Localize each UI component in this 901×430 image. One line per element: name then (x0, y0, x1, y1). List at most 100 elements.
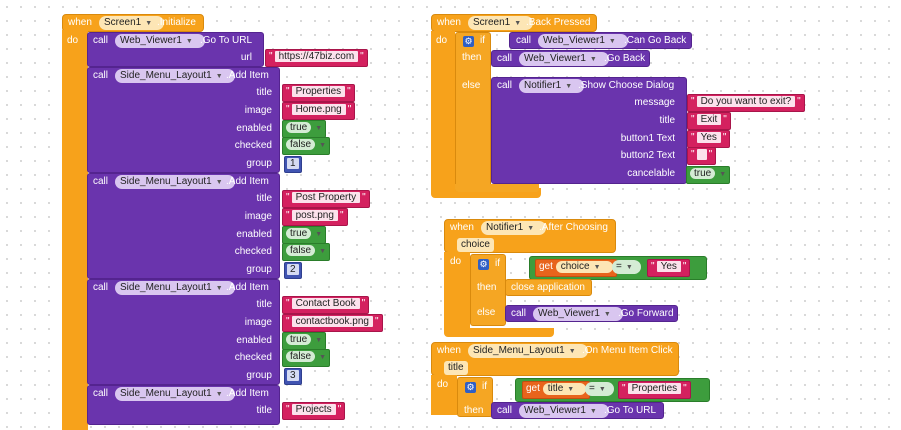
if-block[interactable]: ⚙ if then else (470, 254, 506, 326)
text-block-title[interactable]: " Exit " (687, 112, 731, 130)
chevron-down-icon: ▼ (315, 231, 323, 238)
text-block-title[interactable]: " Post Property " (282, 190, 370, 208)
number-group[interactable]: 3 (284, 368, 302, 385)
goto-url-call[interactable]: call Web_Viewer1 ▼ .Go To URL (491, 402, 664, 419)
do-column (444, 252, 470, 336)
text-block-title[interactable]: " Projects " (282, 402, 346, 420)
can-go-back-call[interactable]: call Web_Viewer1 ▼ .Can Go Back (509, 32, 692, 49)
if-keyword: if (495, 258, 500, 269)
do-keyword: do (436, 35, 448, 46)
param-label-group: group (246, 264, 272, 275)
get-variable-block[interactable]: get choice ▼ (535, 259, 617, 277)
chevron-down-icon: ▼ (567, 386, 575, 393)
chevron-down-icon: ▼ (527, 225, 535, 232)
text-block-title[interactable]: " Properties " (282, 84, 355, 102)
gear-icon[interactable]: ⚙ (478, 259, 489, 270)
add-item-call[interactable]: call Side_Menu_Layout1 ▼ .Add Item title (87, 385, 280, 425)
component-dropdown[interactable]: Side_Menu_Layout1 ▼ (115, 69, 235, 83)
method-name: .Add Item (226, 70, 269, 81)
number-group[interactable]: 1 (284, 156, 302, 173)
text-block-image[interactable]: " Home.png " (282, 102, 356, 120)
call-keyword: call (93, 70, 109, 81)
component-dropdown[interactable]: Screen1 ▼ (468, 16, 534, 30)
param-label-button1-text: button1 Text (620, 133, 675, 144)
operator-dropdown[interactable]: = ▼ (612, 260, 641, 274)
add-item-call[interactable]: call Side_Menu_Layout1 ▼ .Add Item title … (87, 279, 280, 385)
when-keyword: when (450, 222, 474, 233)
method-name: .Go To URL (604, 405, 657, 416)
boolean-cancelable[interactable]: true ▼ (686, 166, 731, 184)
text-block-compare[interactable]: " Yes " (647, 259, 691, 277)
add-item-call[interactable]: call Side_Menu_Layout1 ▼ .Add Item title … (87, 173, 280, 279)
component-dropdown[interactable]: Side_Menu_Layout1 ▼ (468, 344, 588, 358)
call-keyword: call (497, 405, 513, 416)
if-block[interactable]: ⚙ if then (457, 377, 493, 417)
call-keyword: call (497, 53, 513, 64)
add-item-call[interactable]: call Side_Menu_Layout1 ▼ .Add Item title … (87, 67, 280, 173)
event-name: .After Choosing (539, 222, 608, 233)
event-name: .Initialize (157, 17, 196, 28)
boolean-enabled[interactable]: true ▼ (282, 120, 327, 138)
text-block-button1[interactable]: " Yes " (687, 130, 731, 148)
component-dropdown[interactable]: Side_Menu_Layout1 ▼ (115, 281, 235, 295)
if-block[interactable]: ⚙ if then else (455, 32, 491, 192)
component-dropdown[interactable]: Notifier1 ▼ (519, 79, 585, 93)
boolean-enabled[interactable]: true ▼ (282, 226, 327, 244)
boolean-checked[interactable]: false ▼ (282, 137, 331, 155)
get-keyword: get (539, 261, 553, 272)
text-block-message[interactable]: " Do you want to exit? " (687, 94, 805, 112)
after-choosing-header[interactable]: when Notifier1 ▼ .After Choosing choice (444, 219, 616, 253)
text-block-image[interactable]: " contactbook.png " (282, 314, 383, 332)
get-variable-block[interactable]: get title ▼ (522, 381, 591, 399)
do-keyword: do (437, 379, 449, 390)
close-application-block[interactable]: close application (505, 279, 592, 296)
text-block-compare[interactable]: " Properties " (618, 381, 691, 399)
go-forward-call[interactable]: call Web_Viewer1 ▼ .Go Forward (505, 305, 678, 322)
event-param-title[interactable]: title (444, 361, 468, 375)
do-keyword: do (67, 35, 79, 46)
text-block-title[interactable]: " Contact Book " (282, 296, 370, 314)
component-dropdown[interactable]: Side_Menu_Layout1 ▼ (115, 175, 235, 189)
variable-dropdown[interactable]: title ▼ (542, 383, 587, 395)
component-dropdown[interactable]: Web_Viewer1 ▼ (519, 404, 609, 418)
chevron-down-icon: ▼ (215, 179, 223, 186)
variable-dropdown[interactable]: choice ▼ (555, 261, 613, 273)
gear-icon[interactable]: ⚙ (463, 36, 474, 47)
if-keyword: if (482, 381, 487, 392)
text-block-url[interactable]: " https://47biz.com " (265, 49, 368, 67)
method-name: .Go Forward (618, 308, 674, 319)
menu-item-click-header[interactable]: when Side_Menu_Layout1 ▼ .On Menu Item Cl… (431, 342, 679, 376)
chevron-down-icon: ▼ (598, 386, 606, 393)
component-dropdown[interactable]: Web_Viewer1 ▼ (533, 307, 623, 321)
boolean-checked[interactable]: false ▼ (282, 349, 331, 367)
goto-url-call[interactable]: call Web_Viewer1 ▼ .Go To URL url (87, 32, 264, 67)
component-dropdown[interactable]: Web_Viewer1 ▼ (115, 34, 205, 48)
gear-icon[interactable]: ⚙ (465, 382, 476, 393)
chevron-down-icon: ▼ (608, 38, 616, 45)
boolean-checked[interactable]: false ▼ (282, 243, 331, 261)
boolean-enabled[interactable]: true ▼ (282, 332, 327, 350)
text-block-button2[interactable]: " " (687, 147, 717, 165)
component-dropdown[interactable]: Side_Menu_Layout1 ▼ (115, 387, 235, 401)
chevron-down-icon: ▼ (185, 38, 193, 45)
back-pressed-header[interactable]: when Screen1 ▼ .Back Pressed (431, 14, 597, 32)
go-back-call[interactable]: call Web_Viewer1 ▼ .Go Back (491, 50, 650, 67)
component-dropdown[interactable]: Screen1 ▼ (99, 16, 165, 30)
show-choose-dialog-call[interactable]: call Notifier1 ▼ .Show Choose Dialog mess… (491, 77, 687, 184)
component-dropdown[interactable]: Web_Viewer1 ▼ (538, 34, 628, 48)
event-name: .Back Pressed (526, 17, 591, 28)
param-label-image: image (244, 317, 272, 328)
param-label-image: image (244, 105, 272, 116)
param-label-title: title (256, 405, 272, 416)
do-column (431, 31, 455, 197)
text-block-image[interactable]: " post.png " (282, 208, 348, 226)
operator-dropdown[interactable]: = ▼ (585, 382, 614, 396)
event-param-choice[interactable]: choice (457, 238, 494, 252)
chevron-down-icon: ▼ (514, 20, 522, 27)
component-dropdown[interactable]: Notifier1 ▼ (481, 221, 547, 235)
method-name: .Can Go Back (624, 35, 687, 46)
call-keyword: call (516, 35, 532, 46)
chevron-down-icon: ▼ (589, 408, 597, 415)
number-group[interactable]: 2 (284, 262, 302, 279)
component-dropdown[interactable]: Web_Viewer1 ▼ (519, 52, 609, 66)
